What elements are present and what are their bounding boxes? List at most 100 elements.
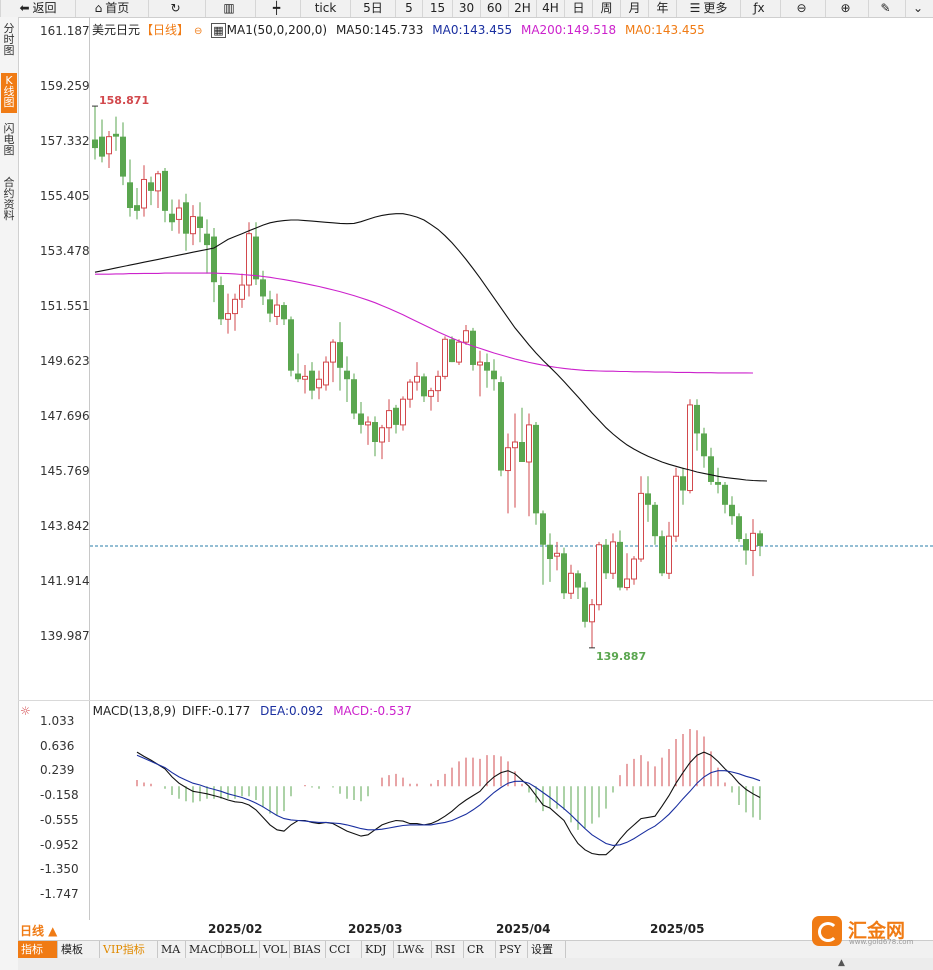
sidebar-tab-0[interactable]: 分时图 <box>3 22 15 57</box>
pencil-button[interactable]: ✎ <box>868 0 905 17</box>
candlestick-button[interactable]: ┿ <box>255 0 300 17</box>
candle-body <box>470 330 476 365</box>
indicator-tab-13[interactable]: PSY <box>496 941 528 958</box>
candle-body <box>435 375 441 392</box>
sidebar-tab-3[interactable]: 合约资料 <box>3 176 15 222</box>
candle-body <box>386 410 392 429</box>
toolbar-item-label: 年 <box>656 1 669 15</box>
toolbar-item-label: 60 <box>486 1 503 15</box>
price-tick-label: 143.842 <box>40 518 90 533</box>
toolbar-item-15[interactable]: 月 <box>620 0 648 17</box>
candle-body <box>225 313 231 320</box>
scroll-arrow-icon[interactable]: ▲ <box>838 958 845 968</box>
toolbar-item-13[interactable]: 日 <box>564 0 592 17</box>
toolbar-item-1[interactable]: ⌂ 首页 <box>75 0 148 17</box>
chevron-down-icon: ⌄ <box>912 1 924 15</box>
ma-settings-icon[interactable]: ⊖ <box>194 26 203 37</box>
toolbar-item-9[interactable]: 30 <box>452 0 480 17</box>
candle-body <box>183 202 189 234</box>
indicator-tab-6[interactable]: VOL <box>260 941 290 958</box>
candle-body <box>568 572 574 594</box>
candle-body <box>92 139 98 149</box>
toolbar-item-10[interactable]: 60 <box>480 0 508 17</box>
indicator-tab-7[interactable]: BIAS <box>290 941 326 958</box>
candle-body <box>547 544 553 560</box>
indicator-tab-5[interactable]: BOLL <box>222 941 260 958</box>
logo-text: 汇金网 <box>848 920 906 942</box>
sidebar-tab-1[interactable]: K线图 <box>1 73 17 113</box>
fx-button[interactable]: ƒx <box>740 0 780 17</box>
toolbar-item-7[interactable]: 5 <box>395 0 422 17</box>
indicator-tab-8[interactable]: CCI <box>326 941 362 958</box>
candle-body <box>750 532 756 551</box>
toolbar-item-label: 返回 <box>32 1 57 15</box>
indicator-tab-12[interactable]: CR <box>464 941 496 958</box>
macd-tick-label: -0.952 <box>40 837 79 852</box>
candle-body <box>729 504 735 517</box>
legend-ma1-icon[interactable]: ▦ <box>211 23 226 38</box>
sidebar-tab-2[interactable]: 闪电图 <box>3 122 15 157</box>
toolbar-item-17[interactable]: ☰ 更多 <box>676 0 740 17</box>
bar-chart-button[interactable]: ▥ <box>205 0 255 17</box>
indicator-tab-0[interactable]: 指标 <box>18 941 58 958</box>
toolbar-item-5[interactable]: tick <box>300 0 350 17</box>
indicator-tab-11[interactable]: RSI <box>432 941 464 958</box>
period-label[interactable]: 日线 ▲ <box>20 924 58 938</box>
candle-body <box>638 492 644 560</box>
price-tick-label: 145.769 <box>40 463 90 478</box>
candle-body <box>358 413 364 425</box>
candle-body <box>400 398 406 426</box>
toolbar-item-16[interactable]: 年 <box>648 0 676 17</box>
macd-diff-line <box>136 751 761 856</box>
indicator-tab-1[interactable]: 模板 <box>58 941 100 958</box>
candle-body <box>323 361 329 386</box>
price-tick-label: 155.405 <box>40 189 90 203</box>
menu-icon: ☰ <box>689 1 701 15</box>
indicator-tab-4[interactable]: MACD <box>186 941 225 958</box>
indicator-tab-9[interactable]: KDJ <box>362 941 394 958</box>
candle-body <box>288 319 294 371</box>
sidebar: 分时图 K线图闪电图合约资料 <box>0 17 19 970</box>
toolbar-item-label: 5日 <box>363 1 383 15</box>
back-arrow-icon: ⬅ <box>19 1 30 15</box>
price-tick-label: 149.623 <box>40 354 90 368</box>
refresh-button[interactable]: ↻ <box>148 0 205 17</box>
candle-body <box>554 552 560 557</box>
candle-body <box>211 236 217 283</box>
zoom-in-button[interactable]: ⊕ <box>825 0 868 17</box>
candle-body <box>659 536 665 574</box>
macd-tick-label: -0.158 <box>40 788 79 803</box>
macd-tick-label: 0.239 <box>40 763 75 778</box>
indicator-tab-10[interactable]: LW& <box>394 941 432 958</box>
legend-period[interactable]: 【日线】 <box>141 23 190 37</box>
candle-body <box>631 558 637 580</box>
low-label: 139.887 <box>596 650 646 663</box>
toolbar-item-11[interactable]: 2H <box>508 0 536 17</box>
indicator-bar: 指标 模板 VIP指标 MA MACD BOLL VOL BIAS CCI KDJ LW& RSI CR… <box>18 940 933 958</box>
candlestick-icon: ┿ <box>272 1 281 15</box>
candle-body <box>603 544 609 574</box>
indicator-tab-14[interactable]: 设置 <box>528 941 566 958</box>
candle-body <box>736 516 742 540</box>
macd-diff: DIFF:-0.177 <box>181 704 251 718</box>
horizontal-scrollbar[interactable]: ▲ <box>18 958 933 970</box>
toolbar-item-14[interactable]: 周 <box>592 0 620 17</box>
candle-body <box>582 587 588 622</box>
legend-ma1: MA1(50,0,200,0) <box>226 23 328 37</box>
candle-body <box>673 475 679 537</box>
candle-body <box>414 375 420 383</box>
macd-settings-icon[interactable]: ☼ <box>20 704 31 718</box>
toolbar-item-8[interactable]: 15 <box>422 0 452 17</box>
indicator-tab-2[interactable]: VIP指标 <box>100 941 158 958</box>
candle-body <box>652 504 658 537</box>
zoom-out-button[interactable]: ⊖ <box>780 0 825 17</box>
toolbar-item-0[interactable]: ⬅ 返回 <box>0 0 75 17</box>
toolbar-item-12[interactable]: 4H <box>536 0 564 17</box>
candle-body <box>134 205 140 211</box>
indicator-tab-3[interactable]: MA <box>158 941 186 958</box>
zoom-in-icon: ⊕ <box>840 1 851 15</box>
candle-body <box>246 233 252 286</box>
toolbar-item-6[interactable]: 5日 <box>350 0 395 17</box>
chevron-down-button[interactable]: ⌄ <box>905 0 933 17</box>
date-tick-label: 2025/02 <box>208 922 263 936</box>
